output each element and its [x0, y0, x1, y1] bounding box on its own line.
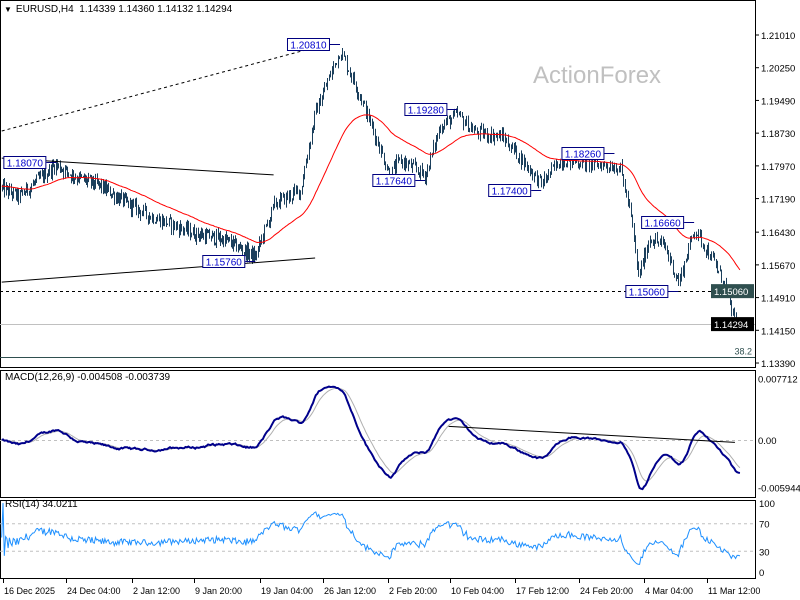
swing-label-box [202, 255, 246, 268]
rsi-axis-label: 70 [759, 520, 770, 531]
macd-axis-label: -0.005944 [758, 484, 800, 495]
price-axis-label: 1.14910 [761, 294, 795, 305]
swing-label-box [286, 38, 330, 51]
swing-price-label: 1.18070 [3, 156, 57, 170]
pane-frame-2 [0, 500, 756, 579]
swing-price-label: 1.16660 [641, 216, 695, 230]
time-axis-label: 2 Feb 20:00 [389, 586, 437, 596]
swing-label-text: 1.19280 [408, 106, 445, 117]
swing-price-label: 1.15760 [202, 255, 256, 269]
swing-label-box [641, 216, 685, 229]
price-axis-label: 1.21010 [761, 31, 795, 42]
macd-axis-label: 0.007712 [758, 374, 798, 385]
macd-title: MACD(12,26,9) -0.004508 -0.003739 [5, 372, 171, 383]
level-price-tag [711, 284, 754, 299]
price-axis-label: 1.19490 [761, 96, 795, 107]
time-axis-label: 11 Mar 12:00 [708, 586, 760, 596]
swing-price-label: 1.18260 [561, 147, 615, 161]
price-axis-label: 1.14150 [761, 326, 795, 337]
swing-label-box [3, 156, 47, 169]
swing-label-box [488, 184, 532, 197]
ohlc-values: 1.14339 1.14360 1.14132 1.14294 [79, 4, 233, 15]
time-axis-label: 24 Dec 04:00 [67, 586, 121, 596]
swing-label-text: 1.16660 [645, 219, 682, 230]
current-price-tag-text: 1.14294 [714, 320, 748, 331]
price-axis-label: 1.16430 [761, 228, 795, 239]
time-axis-label: 17 Feb 12:00 [516, 586, 569, 596]
swing-label-text: 1.15060 [629, 288, 666, 299]
swing-label-box [625, 285, 669, 298]
swing-label-text: 1.17640 [376, 177, 413, 188]
time-axis-label: 2 Jan 12:00 [133, 586, 180, 596]
price-axis-label: 1.18730 [761, 129, 795, 140]
fib-level-label: 38.2 [734, 347, 752, 357]
time-axis-label: 9 Jan 20:00 [195, 586, 242, 596]
swing-label-text: 1.20810 [290, 41, 327, 52]
price-axis-label: 1.17970 [761, 162, 795, 173]
rsi-axis-label: 30 [759, 547, 770, 558]
macd-axis-label: 0.00 [758, 436, 777, 447]
moving-average-line [1, 114, 741, 271]
collapse-triangle-icon[interactable]: ▼ [4, 5, 12, 14]
price-axis-label: 1.13390 [761, 359, 795, 370]
trendline [1, 157, 274, 176]
current-price-tag [711, 317, 754, 332]
rsi-axis-label: 100 [759, 499, 775, 510]
rsi-title: RSI(14) 34.0211 [5, 499, 78, 510]
price-axis-label: 1.17190 [761, 195, 795, 206]
time-axis-label: 16 Dec 2025 [4, 586, 55, 596]
chart-header: ▼ EURUSD,H4 1.14339 1.14360 1.14132 1.142… [4, 4, 232, 15]
swing-label-box [404, 103, 448, 116]
rsi-line [1, 502, 741, 565]
swing-label-text: 1.18260 [565, 150, 602, 161]
swing-label-text: 1.18070 [7, 159, 44, 170]
swing-label-box [372, 174, 416, 187]
price-bars [2, 48, 741, 331]
swing-price-label: 1.17640 [372, 174, 426, 188]
macd-trendline [448, 425, 735, 443]
swing-label-text: 1.15760 [206, 258, 243, 269]
pane-frame-0 [0, 0, 756, 368]
level-price-tag-text: 1.15060 [714, 287, 748, 298]
macd-signal-line [1, 387, 741, 482]
time-axis-label: 10 Feb 04:00 [451, 586, 504, 596]
trendline [1, 257, 316, 283]
watermark-logo: ActionForex [533, 62, 662, 89]
rsi-axis-label: 0 [759, 568, 764, 579]
price-axis-label: 1.20250 [761, 64, 795, 75]
symbol-timeframe: EURUSD,H4 [15, 4, 74, 15]
time-axis-label: 26 Jan 12:00 [324, 586, 376, 596]
macd-line [1, 385, 741, 491]
swing-price-label: 1.15060 [625, 285, 679, 299]
swing-label-text: 1.17400 [492, 187, 529, 198]
swing-label-box [561, 147, 605, 160]
pane-frame-1 [0, 370, 756, 498]
time-axis-label: 24 Feb 20:00 [580, 586, 633, 596]
time-axis-label: 19 Jan 04:00 [261, 586, 313, 596]
trendline [1, 43, 330, 132]
price-axis-label: 1.15670 [761, 261, 795, 272]
swing-price-label: 1.19280 [404, 103, 458, 117]
swing-price-label: 1.17400 [488, 184, 542, 198]
time-axis-label: 4 Mar 04:00 [645, 586, 693, 596]
swing-price-label: 1.20810 [286, 38, 340, 52]
